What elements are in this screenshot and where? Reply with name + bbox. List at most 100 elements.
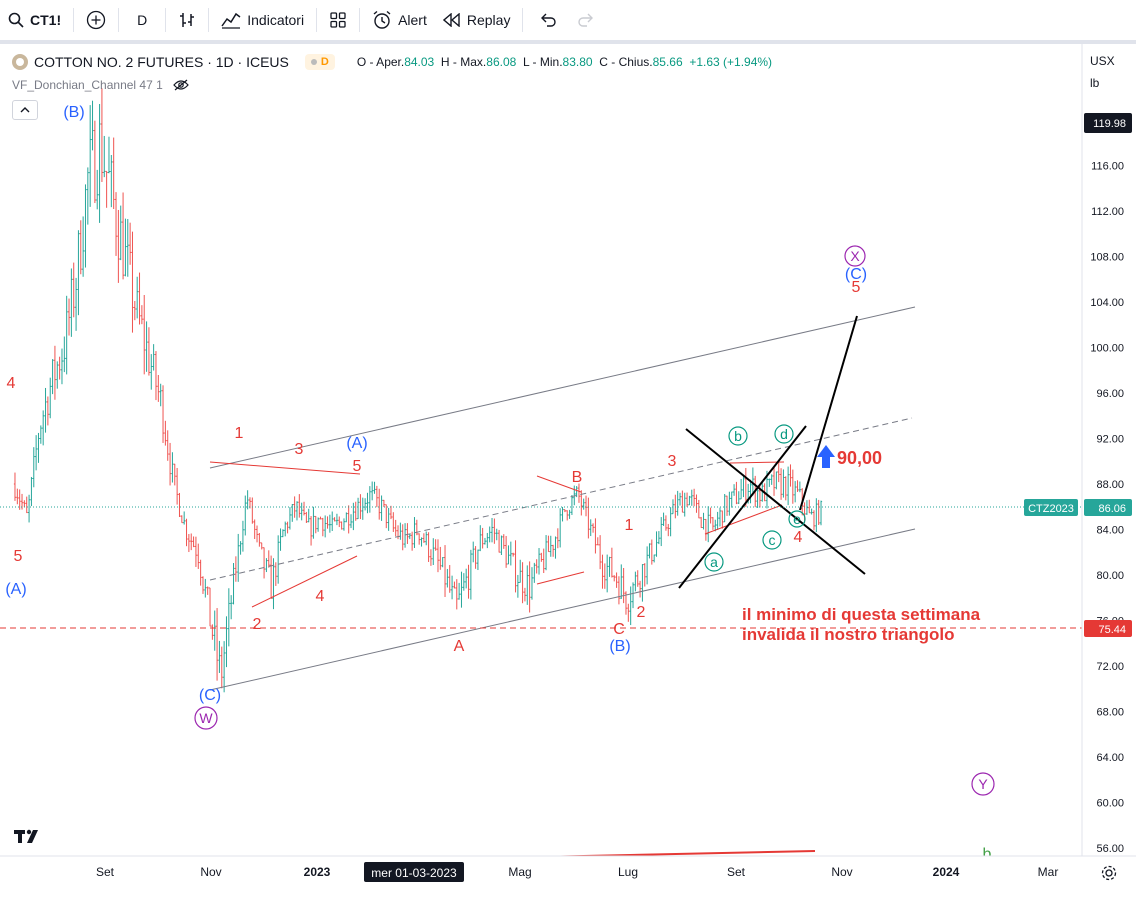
current-price-label: 86.06 bbox=[1098, 503, 1126, 515]
low-label: L bbox=[522, 55, 530, 69]
top-price-badge bbox=[1084, 113, 1132, 133]
unit-select[interactable]: lb bbox=[1084, 72, 1132, 94]
cotton-logo-icon bbox=[12, 54, 28, 70]
currency-select[interactable]: USX bbox=[1084, 50, 1132, 72]
ohlc-values: O - Aper.84.03 H - Max.86.08 L - Min.83.… bbox=[357, 55, 772, 69]
top-price-label: 119.98 bbox=[1093, 118, 1126, 130]
circled-label: Y bbox=[978, 776, 988, 792]
time-tick-label: Nov bbox=[200, 865, 221, 879]
plot-background bbox=[0, 44, 1136, 898]
wave-label: 2 bbox=[637, 604, 646, 621]
circled-label-ring bbox=[844, 245, 866, 267]
triangle-bottom-line bbox=[251, 555, 358, 608]
close-value: 85.66 bbox=[652, 55, 683, 69]
wave-label: 5 bbox=[14, 548, 23, 565]
price-axis-selectors: USX lb bbox=[1084, 50, 1132, 94]
circled-label-ring bbox=[762, 530, 782, 550]
undo-button[interactable] bbox=[527, 2, 569, 38]
replay-button[interactable]: Replay bbox=[435, 2, 519, 38]
wedge-bottom-line bbox=[536, 571, 585, 585]
collapse-legend-button[interactable] bbox=[12, 100, 38, 120]
interval-label: D bbox=[137, 12, 148, 28]
current-symbol-label: CTZ2023 bbox=[1028, 503, 1074, 515]
undo-icon bbox=[541, 13, 557, 27]
symbol-label: CT1! bbox=[30, 12, 62, 28]
wave-label: b bbox=[983, 846, 992, 863]
drawing-tools-layer bbox=[0, 306, 1082, 859]
bar-chart-type-icon bbox=[180, 13, 195, 27]
circled-label-ring bbox=[971, 772, 995, 796]
time-tick-label: Nov bbox=[831, 865, 852, 879]
alert-button[interactable]: Alert bbox=[364, 2, 435, 38]
price-tick-label: 88.00 bbox=[1096, 479, 1124, 491]
tradingview-logo[interactable] bbox=[14, 828, 46, 849]
indicators-button[interactable]: Indicatori bbox=[213, 2, 312, 38]
wedge-top-line bbox=[536, 475, 582, 493]
layouts-button[interactable] bbox=[321, 2, 355, 38]
symbol-search-button[interactable]: CT1! bbox=[0, 2, 69, 38]
arrow-up-icon bbox=[817, 445, 835, 468]
toolbar-divider bbox=[118, 8, 120, 32]
level-price-label: 75.44 bbox=[1098, 624, 1126, 636]
time-tick-label: Set bbox=[727, 865, 746, 879]
high-value: 86.08 bbox=[486, 55, 517, 69]
price-tick-label: 108.00 bbox=[1090, 252, 1124, 264]
projection-line bbox=[799, 315, 858, 511]
indicators-icon bbox=[221, 12, 241, 29]
wave-label: 5 bbox=[353, 458, 362, 475]
price-tick-label: 96.00 bbox=[1096, 388, 1124, 400]
low-text: - Min. bbox=[532, 55, 563, 69]
price-tick-label: 100.00 bbox=[1090, 343, 1124, 355]
price-tick-label: 60.00 bbox=[1096, 798, 1124, 810]
wave-label: (C) bbox=[199, 687, 221, 704]
eye-hidden-icon[interactable] bbox=[172, 79, 189, 91]
compare-symbol-button[interactable] bbox=[78, 2, 114, 38]
wave-label: (B) bbox=[609, 638, 630, 655]
circled-label-ring bbox=[774, 424, 794, 444]
data-delay-badge[interactable]: D bbox=[304, 54, 335, 70]
interval-button[interactable]: D bbox=[123, 2, 161, 38]
unit-value: lb bbox=[1090, 76, 1100, 90]
channel-upper-line bbox=[209, 306, 916, 469]
gear-icon bbox=[1101, 865, 1117, 881]
high-text: - Max. bbox=[452, 55, 487, 69]
price-tick-label: 64.00 bbox=[1096, 752, 1124, 764]
wave-label: 3 bbox=[295, 441, 304, 458]
axes-layer: 116.00 112.00 108.00 104.00 100.00 96.00 92.00… bbox=[0, 44, 1136, 898]
indicator-legend[interactable]: VF_Donchian_Channel 47 1 bbox=[12, 78, 189, 92]
channel-lower-line bbox=[209, 528, 916, 691]
wave-label: (A) bbox=[5, 581, 26, 598]
price-tick-label: 56.00 bbox=[1096, 843, 1124, 855]
circled-label: b bbox=[734, 428, 742, 444]
chart-background bbox=[0, 44, 1136, 898]
note-line-2: invalida il nostro triangolo bbox=[742, 625, 955, 644]
time-tick-label: Set bbox=[96, 865, 115, 879]
badge-label: D bbox=[320, 56, 329, 68]
chart-type-button[interactable] bbox=[170, 2, 204, 38]
wave-label: B bbox=[572, 469, 583, 486]
price-tick-label: 80.00 bbox=[1096, 570, 1124, 582]
time-tick-label: Mag bbox=[508, 865, 531, 879]
wave-label: 4 bbox=[794, 529, 803, 546]
chart-legend: COTTON NO. 2 FUTURES · 1D · ICEUS D O - … bbox=[12, 52, 772, 72]
triangle-small-top-line bbox=[729, 461, 785, 464]
time-tick-label: 2024 bbox=[933, 865, 960, 879]
chart-settings-button[interactable] bbox=[1100, 864, 1118, 882]
wave-labels-layer: (B)45(A)13 (A)524(C)AB1C(B)234(C)5bWXYabc… bbox=[5, 104, 995, 863]
wave-label: (B) bbox=[63, 104, 84, 121]
level-price-badge bbox=[1084, 620, 1132, 637]
wave-label: 3 bbox=[668, 453, 677, 470]
alarm-clock-icon bbox=[373, 10, 391, 29]
open-text: - Aper. bbox=[369, 55, 405, 69]
wave-label: (A) bbox=[346, 435, 367, 452]
search-icon bbox=[8, 12, 24, 28]
circled-label: a bbox=[710, 554, 718, 570]
time-tick-label: Lug bbox=[618, 865, 638, 879]
toolbar-divider bbox=[316, 8, 318, 32]
high-label: H bbox=[440, 55, 450, 69]
redo-button[interactable] bbox=[569, 2, 603, 38]
grid-layout-icon bbox=[330, 12, 346, 28]
current-price-badge bbox=[1084, 499, 1132, 516]
toolbar-divider bbox=[165, 8, 167, 32]
